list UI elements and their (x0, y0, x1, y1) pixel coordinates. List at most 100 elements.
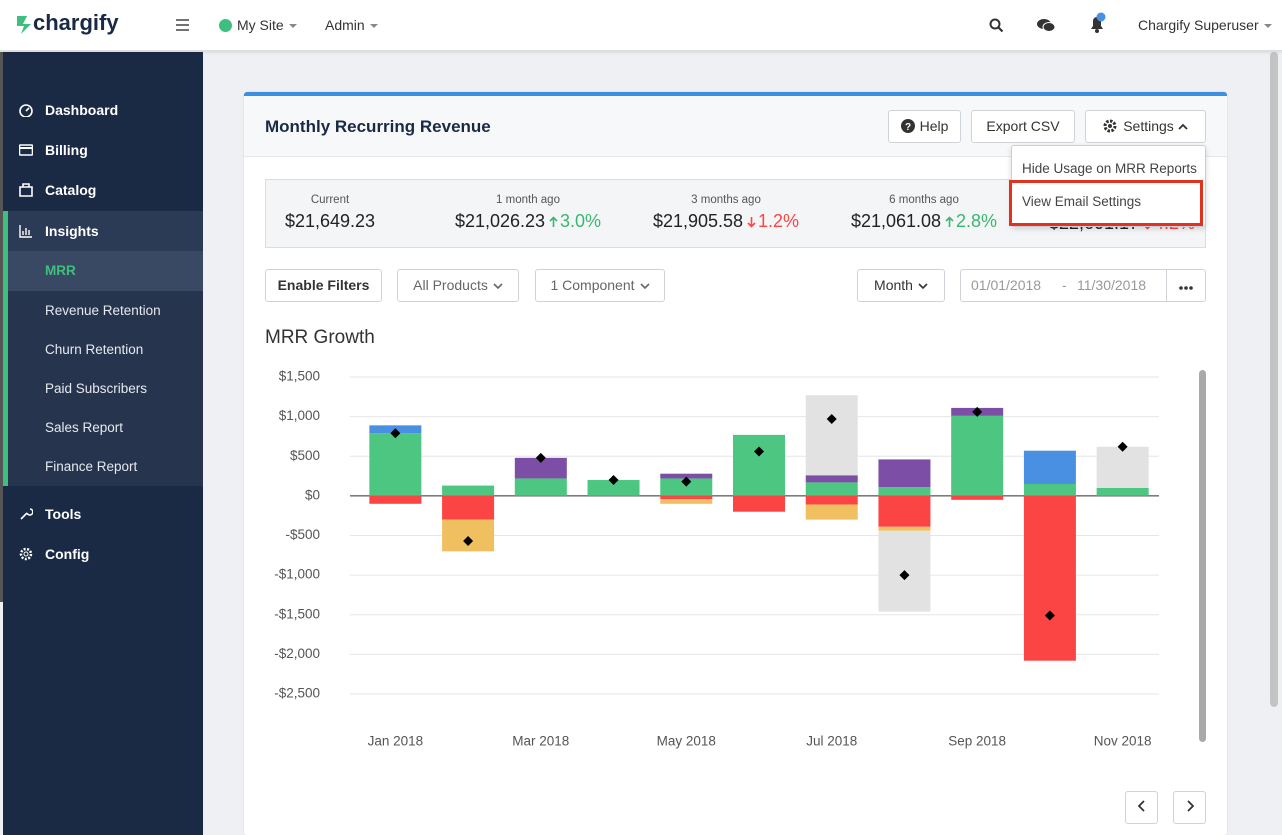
chart-title: MRR Growth (265, 327, 375, 349)
period-select[interactable]: Month (857, 269, 945, 302)
chevron-down (918, 282, 928, 290)
date-range[interactable]: 01/01/2018 - 11/30/2018 (960, 269, 1167, 302)
nav-item[interactable]: Config (3, 534, 203, 574)
chevron-down (493, 282, 503, 290)
menu-toggle[interactable] (176, 19, 189, 31)
nav-icon (19, 103, 33, 117)
trend-arrow (747, 216, 756, 228)
nav-label: Insights (45, 223, 99, 239)
nav-subitem[interactable]: Finance Report (3, 447, 203, 486)
chevron-up (1178, 123, 1188, 131)
nav-label: Config (45, 546, 89, 562)
select-label: Month (874, 277, 913, 293)
active-indicator (3, 211, 8, 486)
summary-amount: $21,026.233.0% (434, 211, 622, 232)
date-separator: - (1062, 270, 1067, 301)
summary-change-value: 1.2% (758, 211, 799, 231)
nav-subitem[interactable]: Churn Retention (3, 330, 203, 369)
button-label: Help (920, 118, 949, 134)
gear-icon (1103, 119, 1117, 133)
summary-change: 3.0% (549, 211, 601, 231)
prev-button[interactable] (1125, 791, 1158, 824)
nav-icon (19, 547, 33, 561)
button-label: Export CSV (986, 118, 1059, 134)
nav-item[interactable]: Insights (3, 211, 203, 251)
user-menu[interactable]: Chargify Superuser (1138, 17, 1272, 33)
nav-icon (19, 183, 33, 197)
site-menu[interactable]: My Site (237, 17, 297, 33)
more-icon (1179, 286, 1193, 290)
button-label: Enable Filters (278, 277, 370, 293)
help-button[interactable]: ? Help (888, 110, 961, 143)
nav-label: Finance Report (45, 459, 137, 474)
chat-button[interactable] (1037, 18, 1055, 33)
search-button[interactable] (989, 18, 1004, 33)
summary-value: $21,026.23 (455, 211, 545, 231)
button-label: Settings (1123, 118, 1174, 134)
component-select[interactable]: 1 Component (535, 269, 665, 302)
settings-button[interactable]: Settings (1085, 110, 1206, 143)
nav-label: Sales Report (45, 420, 123, 435)
chevron-right (1186, 800, 1194, 812)
summary-amount: $21,905.58 1.2% (632, 211, 820, 232)
summary-item: Current $21,649.23 (236, 194, 424, 232)
summary-label: 1 month ago (434, 194, 622, 206)
enable-filters-button[interactable]: Enable Filters (265, 269, 382, 302)
nav-label: Billing (45, 142, 88, 158)
nav-item[interactable]: Catalog (3, 170, 203, 210)
nav-label: Churn Retention (45, 342, 143, 357)
summary-item: 6 months ago$21,061.082.8% (830, 194, 1018, 232)
nav-item[interactable]: Dashboard (3, 90, 203, 130)
nav-icon (19, 507, 33, 521)
summary-label: 6 months ago (830, 194, 1018, 206)
summary-change: 1.2% (747, 211, 799, 231)
top-bar: chargify My Site Admin Chargify Superuse… (0, 0, 1282, 51)
settings-dropdown: Hide Usage on MRR Reports View Email Set… (1011, 145, 1206, 227)
nav-subitem[interactable]: MRR (3, 251, 203, 291)
logo: chargify (33, 10, 119, 36)
admin-menu[interactable]: Admin (325, 17, 378, 33)
nav-item[interactable]: Tools (3, 494, 203, 534)
nav-label: Revenue Retention (45, 303, 161, 318)
nav-item[interactable]: Billing (3, 130, 203, 170)
nav-label: Dashboard (45, 102, 118, 118)
panel-title: Monthly Recurring Revenue (265, 117, 491, 137)
summary-label: Current (236, 194, 424, 206)
products-select[interactable]: All Products (397, 269, 519, 302)
end-date: 11/30/2018 (1077, 270, 1146, 301)
nav-subitem[interactable]: Sales Report (3, 408, 203, 447)
summary-change-value: 2.8% (956, 211, 997, 231)
highlight-box (1009, 180, 1203, 226)
chevron-left (1138, 800, 1146, 812)
scrollbar[interactable] (1199, 370, 1206, 742)
summary-amount: $21,649.23 (236, 211, 424, 232)
summary-value: $21,649.23 (285, 211, 375, 231)
summary-item: 1 month ago $21,026.233.0% (434, 194, 622, 232)
notifications-button[interactable] (1088, 12, 1108, 34)
nav-icon (19, 224, 33, 238)
nav-label: MRR (45, 263, 76, 278)
more-button[interactable] (1166, 269, 1206, 302)
site-name: My Site (237, 17, 284, 33)
summary-change: 2.8% (945, 211, 997, 231)
select-label: 1 Component (550, 277, 634, 293)
dropdown-item[interactable]: Hide Usage on MRR Reports (1022, 161, 1197, 176)
export-button[interactable]: Export CSV (971, 110, 1075, 143)
trend-arrow (945, 216, 954, 228)
summary-item: 3 months ago $21,905.58 1.2% (632, 194, 820, 232)
next-button[interactable] (1173, 791, 1206, 824)
trend-arrow (549, 216, 558, 228)
nav-subitem[interactable]: Revenue Retention (3, 291, 203, 330)
svg-text:?: ? (905, 122, 911, 133)
help-icon: ? (901, 119, 915, 133)
select-label: All Products (413, 277, 488, 293)
chevron-down (640, 282, 650, 290)
site-status (219, 19, 232, 32)
nav-subitem[interactable]: Paid Subscribers (3, 369, 203, 408)
summary-label: 3 months ago (632, 194, 820, 206)
summary-value: $21,905.58 (653, 211, 743, 231)
user-name: Chargify Superuser (1138, 17, 1259, 33)
page-scrollbar[interactable] (1270, 52, 1278, 707)
